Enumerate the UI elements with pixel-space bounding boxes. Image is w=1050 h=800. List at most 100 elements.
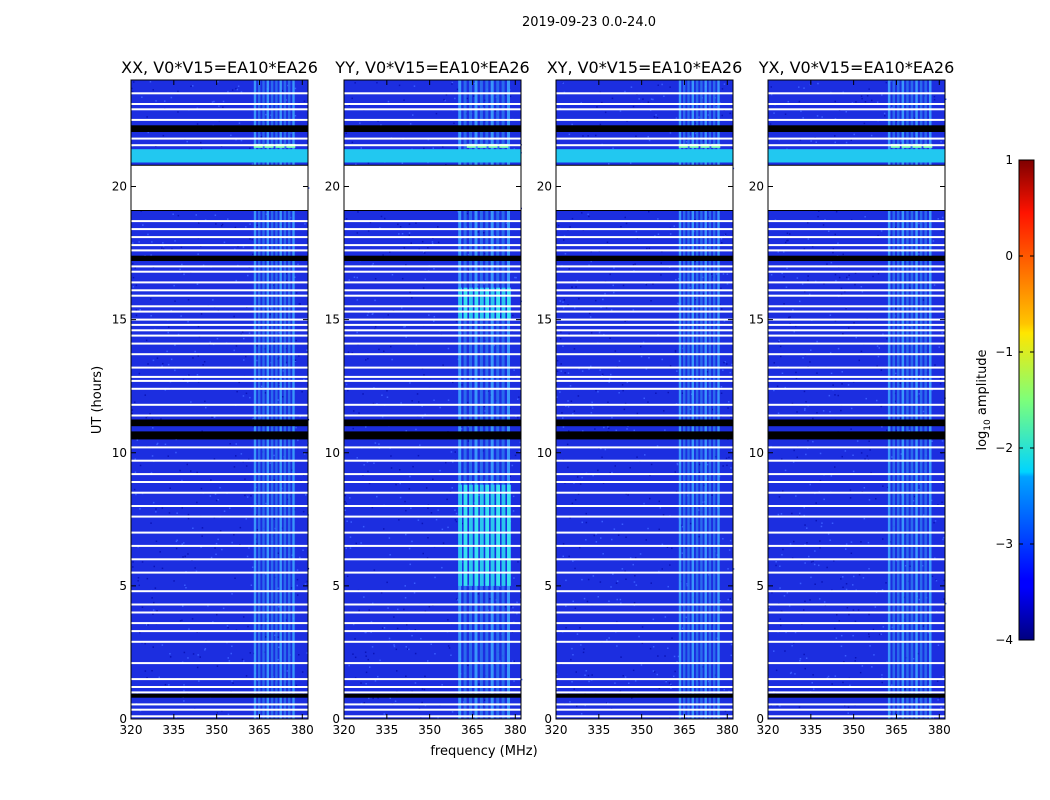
flagged-row <box>556 640 733 643</box>
flagged-row <box>768 323 945 326</box>
flagged-row <box>344 342 521 345</box>
x-tick-label: 350 <box>418 723 441 737</box>
flagged-row <box>556 265 733 268</box>
flagged-row <box>344 558 521 561</box>
y-tick-label: 15 <box>749 313 764 327</box>
flagged-row <box>131 265 308 268</box>
x-tick-label: 365 <box>885 723 908 737</box>
flagged-row <box>344 446 521 449</box>
x-tick-label: 365 <box>248 723 271 737</box>
flagged-row <box>768 544 945 547</box>
flagged-row <box>556 289 733 292</box>
flagged-row <box>131 334 308 337</box>
flagged-row <box>344 715 521 718</box>
colorbar-gradient <box>1018 159 1035 641</box>
flagged-row <box>344 310 521 313</box>
flagged-row <box>344 228 521 231</box>
flagged-row <box>768 329 945 332</box>
flagged-row <box>768 379 945 382</box>
flagged-row <box>344 414 521 417</box>
flagged-row <box>556 249 733 252</box>
flagged-row <box>768 236 945 239</box>
flagged-row <box>344 270 521 273</box>
x-tick-label: 335 <box>375 723 398 737</box>
flagged-row <box>344 244 521 247</box>
flagged-row <box>131 505 308 507</box>
flagged-row <box>768 144 945 147</box>
flagged-row <box>131 118 308 121</box>
bright-time-band <box>131 149 308 163</box>
rfi-time-window <box>469 484 473 586</box>
flagged-row <box>556 611 733 614</box>
flagged-row <box>344 571 521 574</box>
flagged-row <box>131 571 308 574</box>
flagged-row <box>556 515 733 518</box>
dark-row <box>344 255 521 261</box>
flagged-row <box>768 334 945 337</box>
dark-row <box>131 693 308 698</box>
flagged-row <box>556 603 733 606</box>
flagged-row <box>556 375 733 378</box>
flagged-row <box>131 249 308 252</box>
flagged-row <box>344 236 521 239</box>
panel-frame <box>130 79 309 720</box>
x-tick-label: 350 <box>630 723 653 737</box>
flagged-row <box>131 531 308 534</box>
flagged-row <box>344 708 521 711</box>
flagged-row <box>556 137 733 140</box>
dark-row <box>768 693 945 698</box>
dark-row <box>768 431 945 440</box>
dark-row <box>131 125 308 132</box>
flagged-row <box>344 678 521 681</box>
flagged-row <box>131 310 308 313</box>
flagged-row <box>131 329 308 332</box>
flagged-row <box>768 603 945 606</box>
flagged-row <box>344 265 521 268</box>
flagged-row <box>768 137 945 140</box>
colorbar-label: log10 amplitude <box>975 349 993 450</box>
x-tick-label: 380 <box>291 723 314 737</box>
flagged-row <box>344 281 521 284</box>
dark-row <box>131 419 308 427</box>
flagged-row <box>768 708 945 711</box>
flagged-row <box>131 92 308 95</box>
flagged-row <box>768 703 945 706</box>
bright-time-band <box>344 149 521 163</box>
rfi-frequency-band <box>887 80 932 719</box>
colorbar-tick-label: 0 <box>1005 249 1013 263</box>
flagged-row <box>131 305 308 308</box>
dark-row <box>556 419 733 427</box>
flagged-row <box>344 531 521 534</box>
y-axis-label: UT (hours) <box>90 366 105 434</box>
y-tick-label: 15 <box>325 313 340 327</box>
x-axis-label: frequency (MHz) <box>430 744 537 759</box>
x-tick-label: 365 <box>461 723 484 737</box>
flagged-row <box>556 305 733 308</box>
rfi-time-window <box>463 484 468 586</box>
dark-row <box>131 431 308 440</box>
flagged-row <box>556 108 733 111</box>
rfi-time-window <box>496 287 500 320</box>
flagged-row <box>556 92 733 95</box>
flagged-gap <box>556 165 733 211</box>
dark-row <box>344 419 521 427</box>
flagged-row <box>131 558 308 561</box>
flagged-row <box>556 144 733 147</box>
flagged-row <box>131 270 308 273</box>
rfi-time-window <box>469 287 473 320</box>
flagged-gap <box>344 165 521 211</box>
rfi-frequency-band <box>458 80 511 719</box>
flagged-row <box>131 491 308 494</box>
flagged-row <box>768 366 945 369</box>
flagged-row <box>344 118 521 121</box>
dark-row <box>556 431 733 440</box>
flagged-row <box>344 481 521 483</box>
y-tick-label: 15 <box>112 313 127 327</box>
rfi-time-window <box>507 287 511 320</box>
colorbar-ticks: −4 −3 −2 −1 0 1 <box>995 153 1034 647</box>
flagged-row <box>344 473 521 476</box>
dark-row <box>556 693 733 698</box>
flagged-row <box>344 630 521 633</box>
dark-row <box>556 125 733 132</box>
flagged-row <box>131 715 308 718</box>
